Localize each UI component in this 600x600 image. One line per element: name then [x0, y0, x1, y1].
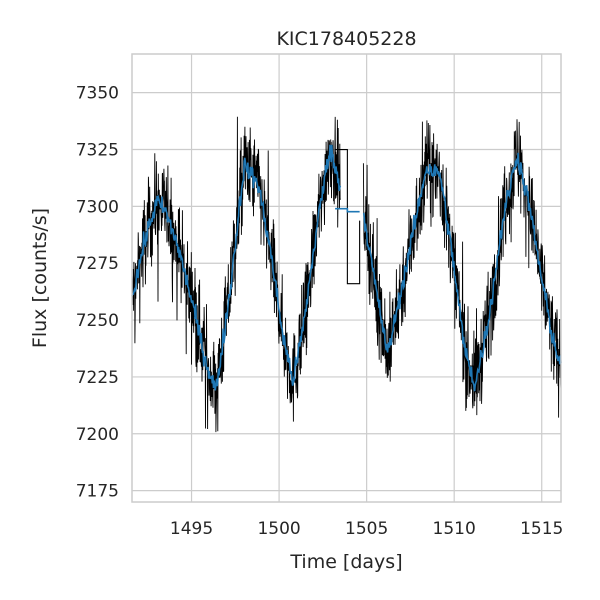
- binned-flux-line: [131, 144, 562, 392]
- plot-frame: [131, 53, 562, 503]
- x-tick-label: 1505: [345, 519, 388, 539]
- series-raw-flux: [131, 116, 562, 433]
- x-tick-labels: 1495 1500 1505 1510 1515: [170, 519, 563, 539]
- y-tick-label: 7250: [76, 311, 119, 331]
- chart-title: KIC178405228: [276, 28, 416, 50]
- x-tick-label: 1500: [257, 519, 300, 539]
- y-tick-label: 7225: [76, 368, 119, 388]
- y-tick-label: 7300: [76, 197, 119, 217]
- binned-gap-step: [335, 207, 360, 213]
- grid: [132, 54, 561, 502]
- gap-bracket: [335, 148, 361, 285]
- y-tick-labels: 7175 7200 7225 7250 7275 7300 7325 7350: [76, 84, 119, 502]
- y-tick-label: 7275: [76, 254, 119, 274]
- x-tick-label: 1495: [170, 519, 213, 539]
- series-binned-flux: [131, 144, 562, 392]
- x-tick-label: 1515: [520, 519, 563, 539]
- x-tick-label: 1510: [433, 519, 476, 539]
- y-tick-label: 7350: [76, 84, 119, 104]
- y-tick-label: 7325: [76, 141, 119, 161]
- y-tick-label: 7175: [76, 482, 119, 502]
- y-tick-label: 7200: [76, 425, 119, 445]
- raw-gap-step: [335, 148, 361, 285]
- raw-flux-line: [131, 116, 562, 433]
- y-axis-label: Flux [counts/s]: [29, 208, 51, 348]
- x-axis-label: Time [days]: [289, 551, 402, 573]
